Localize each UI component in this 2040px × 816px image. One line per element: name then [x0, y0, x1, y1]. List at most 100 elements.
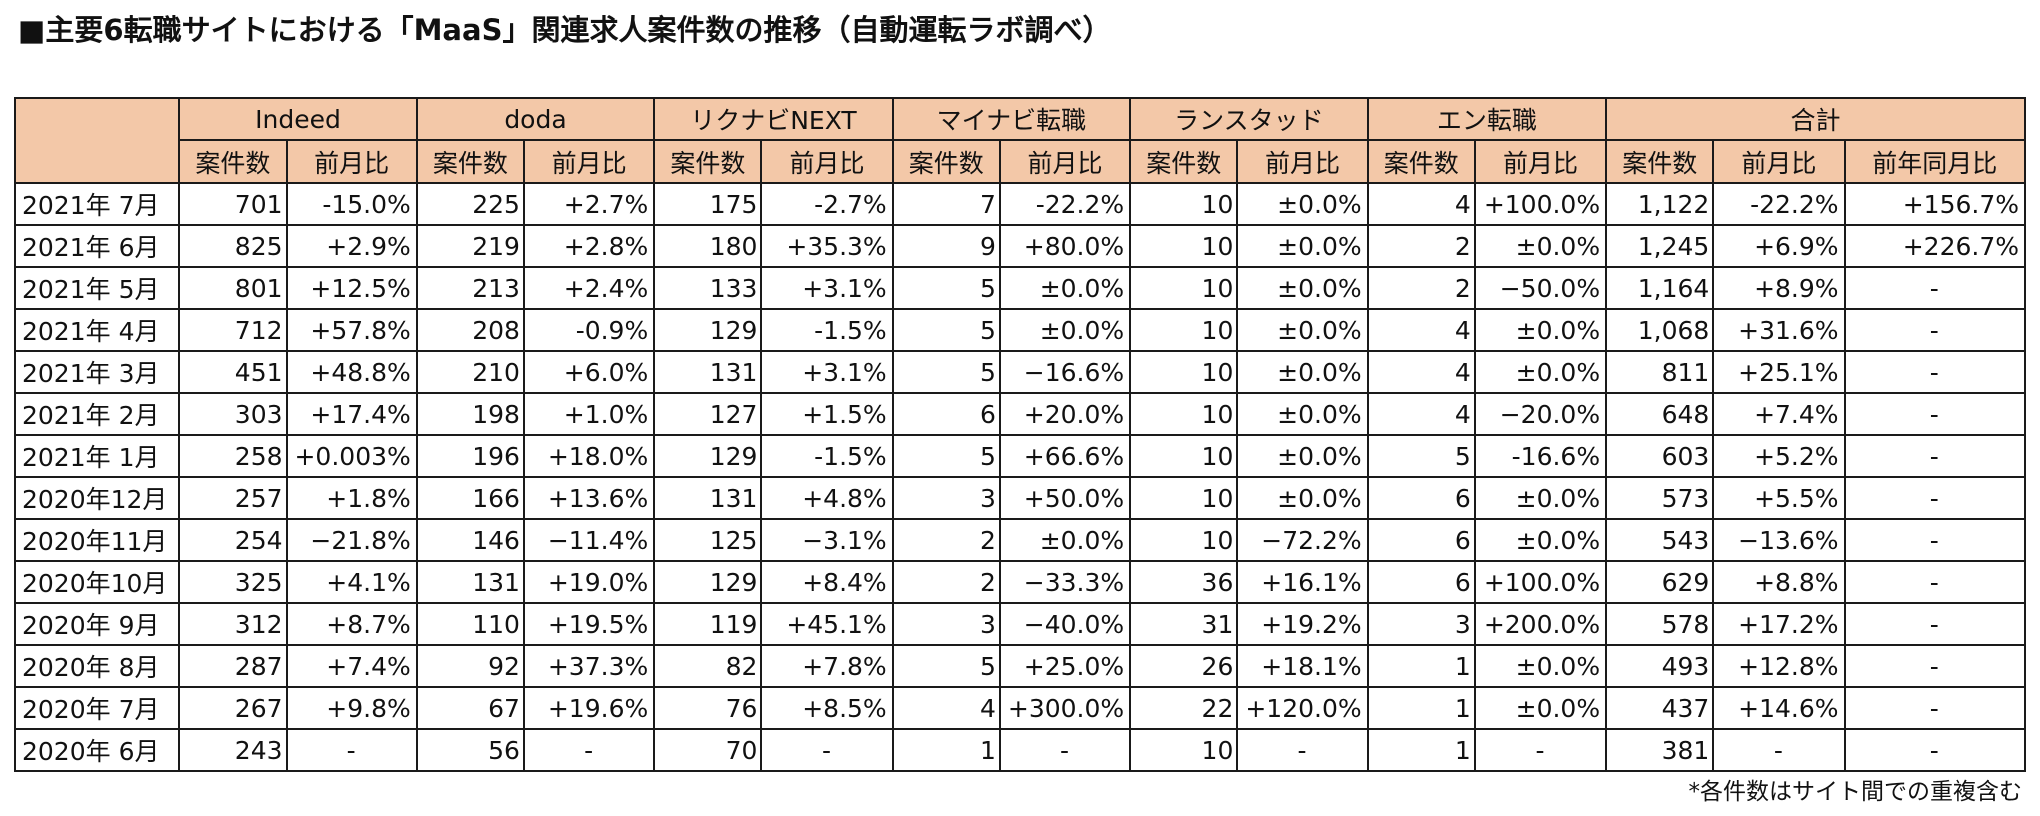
col-header-count: 案件数 — [1605, 139, 1715, 184]
col-header-count: 案件数 — [1129, 139, 1239, 184]
table-row: 2020年 6月 243-56-70-1-10-1-381- - — [13, 728, 2027, 772]
yoy-cell: - — [1843, 476, 2027, 520]
count-cell: 26 — [1129, 644, 1239, 688]
mom-cell: ±0.0% — [1236, 434, 1369, 478]
month-cell: 2021年 6月 — [13, 224, 181, 268]
count-cell: 10 — [1129, 350, 1239, 394]
table-body: 2021年 7月 701 -15.0% 225 +2.7% 175 -2.7% 7 -22.2%… — [13, 182, 2027, 772]
count-cell: 129 — [653, 434, 763, 478]
mom-cell: ±0.0% — [1473, 518, 1608, 562]
col-header-count: 案件数 — [653, 139, 763, 184]
table-row: 2020年11月 254 −21.8% 146 −11.4% 125 −3.1% 2 ±0.0%… — [13, 518, 2027, 562]
mom-cell: -1.5% — [760, 434, 894, 478]
count-cell: 543 — [1605, 518, 1715, 562]
month-cell: 2020年10月 — [13, 560, 181, 604]
yoy-cell: - — [1843, 686, 2027, 730]
count-cell: 5 — [891, 434, 1001, 478]
count-cell: 303 — [178, 392, 288, 436]
count-cell: 225 — [415, 182, 525, 226]
mom-cell: +16.1% — [1236, 560, 1369, 604]
mom-cell: ±0.0% — [1473, 644, 1608, 688]
count-cell: 10 — [1129, 476, 1239, 520]
mom-cell: +12.8% — [1712, 644, 1846, 688]
mom-cell: -15.0% — [285, 182, 418, 226]
mom-cell: -2.7% — [760, 182, 894, 226]
site-header-total: 合計 — [1605, 97, 2026, 141]
job-count-table: Indeed doda リクナビNEXT マイナビ転職 ランスタッド エン転職 … — [13, 97, 2027, 772]
mom-cell: +6.0% — [522, 350, 656, 394]
count-cell: 10 — [1129, 518, 1239, 562]
count-cell: 451 — [178, 350, 288, 394]
col-header-count: 案件数 — [891, 139, 1001, 184]
mom-cell: +4.8% — [760, 476, 894, 520]
count-cell: 10 — [1129, 434, 1239, 478]
count-cell: 10 — [1129, 266, 1239, 310]
mom-cell: ±0.0% — [1236, 308, 1369, 352]
mom-cell: ±0.0% — [1473, 308, 1608, 352]
count-cell: 2 — [891, 560, 1001, 604]
month-cell: 2020年 9月 — [13, 602, 181, 646]
col-header-yoy: 前年同月比 — [1843, 139, 2027, 184]
count-cell: 56 — [415, 728, 525, 772]
count-cell: 267 — [178, 686, 288, 730]
mom-cell: +37.3% — [522, 644, 656, 688]
table-row: 2020年10月 325 +4.1% 131 +19.0% 129 +8.4% 2 −33.3%… — [13, 560, 2027, 604]
count-cell: 603 — [1605, 434, 1715, 478]
count-cell: 166 — [415, 476, 525, 520]
yoy-cell: - — [1843, 728, 2027, 772]
count-cell: 180 — [653, 224, 763, 268]
mom-cell: −50.0% — [1473, 266, 1608, 310]
table-row: 2020年 9月 312 +8.7% 110 +19.5% 119 +45.1% 3 −40.0… — [13, 602, 2027, 646]
count-cell: 210 — [415, 350, 525, 394]
count-cell: 254 — [178, 518, 288, 562]
count-cell: 76 — [653, 686, 763, 730]
mom-cell: +300.0% — [998, 686, 1132, 730]
count-cell: 1 — [1366, 728, 1476, 772]
col-header-count: 案件数 — [178, 139, 288, 184]
mom-cell: +45.1% — [760, 602, 894, 646]
yoy-cell: - — [1843, 434, 2027, 478]
mom-cell: +7.4% — [1712, 392, 1846, 436]
count-cell: 131 — [653, 476, 763, 520]
mom-cell: +6.9% — [1712, 224, 1846, 268]
yoy-cell: - — [1843, 392, 2027, 436]
mom-cell: +80.0% — [998, 224, 1132, 268]
table-row: 2020年12月 257 +1.8% 166 +13.6% 131 +4.8% 3 +50.0%… — [13, 476, 2027, 520]
mom-cell: +5.5% — [1712, 476, 1846, 520]
count-cell: 5 — [1366, 434, 1476, 478]
mom-cell: +19.2% — [1236, 602, 1369, 646]
mom-cell: - — [760, 728, 894, 772]
count-cell: 2 — [1366, 224, 1476, 268]
mom-cell: +2.7% — [522, 182, 656, 226]
count-cell: 4 — [1366, 392, 1476, 436]
table-row: 2021年 2月 303 +17.4% 198 +1.0% 127 +1.5% 6 +20.0%… — [13, 392, 2027, 436]
table-row: 2021年 4月 712 +57.8% 208 -0.9% 129 -1.5% 5 ±0.0% 1… — [13, 308, 2027, 352]
count-cell: 1,245 — [1605, 224, 1715, 268]
month-cell: 2021年 3月 — [13, 350, 181, 394]
col-header-count: 案件数 — [1366, 139, 1476, 184]
col-header-mom: 前月比 — [760, 139, 894, 184]
mom-cell: −3.1% — [760, 518, 894, 562]
count-cell: 312 — [178, 602, 288, 646]
count-cell: 175 — [653, 182, 763, 226]
count-cell: 801 — [178, 266, 288, 310]
mom-cell: +2.8% — [522, 224, 656, 268]
mom-cell: +2.9% — [285, 224, 418, 268]
yoy-cell: - — [1843, 602, 2027, 646]
count-cell: 10 — [1129, 182, 1239, 226]
col-header-mom: 前月比 — [522, 139, 656, 184]
mom-cell: +8.5% — [760, 686, 894, 730]
yoy-cell: +156.7% — [1843, 182, 2027, 226]
count-cell: 22 — [1129, 686, 1239, 730]
count-cell: 219 — [415, 224, 525, 268]
count-cell: 6 — [1366, 560, 1476, 604]
count-cell: 825 — [178, 224, 288, 268]
mom-cell: - — [522, 728, 656, 772]
col-header-count: 案件数 — [415, 139, 525, 184]
yoy-cell: - — [1843, 266, 2027, 310]
column-header-row: 案件数 前月比 案件数 前月比 案件数 前月比 案件数 前月比 案件数 前月比 … — [15, 139, 2027, 184]
mom-cell: +50.0% — [998, 476, 1132, 520]
table-row: 2020年 7月 267 +9.8% 67 +19.6% 76 +8.5% 4 +300.0% 2… — [13, 686, 2027, 730]
count-cell: 127 — [653, 392, 763, 436]
count-cell: 131 — [415, 560, 525, 604]
